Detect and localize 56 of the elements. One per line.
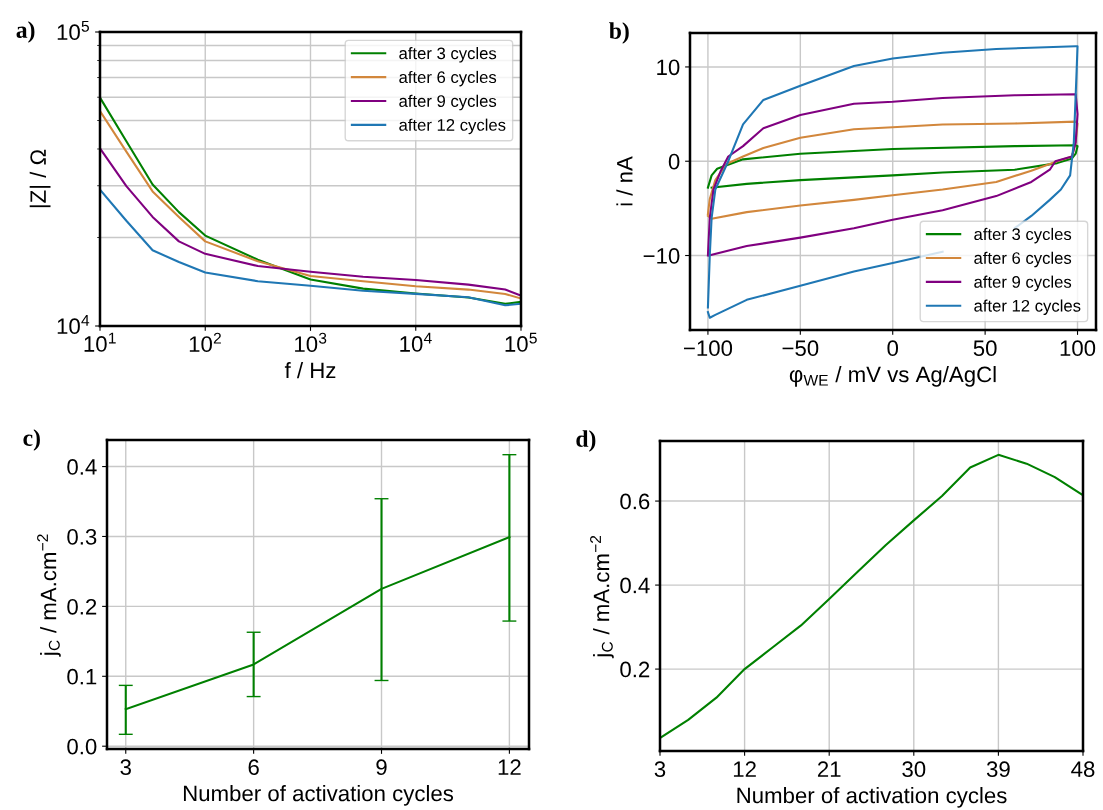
legend-label: after 3 cycles [974, 227, 1072, 244]
legend-label: after 6 cycles [399, 70, 497, 87]
x-axis-title: f / Hz [284, 361, 336, 379]
y-tick-label: 0.1 [67, 668, 97, 685]
line-series [660, 453, 1083, 740]
y-axis-title: i / nA [616, 156, 633, 206]
x-tick-label: 10$^{3}$ [295, 332, 327, 353]
x-axis-title: Number of activation cycles [737, 786, 1007, 808]
y-axis-title: |Z| / Ω [29, 149, 51, 208]
x-tick-label: 0 [887, 340, 899, 357]
x-axis-title: Number of activation cycles [183, 784, 454, 806]
y-tick-label: 10 [657, 59, 680, 76]
y-tick-label: 10$^{5}$ [57, 20, 89, 41]
y-tick-label: 0.2 [67, 598, 97, 615]
x-tick-label: −100 [684, 340, 733, 357]
x-tick-label: 39 [986, 761, 1010, 778]
x-tick-label: 50 [973, 340, 997, 357]
y-tick-label: 10$^{4}$ [57, 314, 90, 335]
x-tick-label: 10$^{2}$ [189, 332, 221, 353]
x-tick-label: 100 [1060, 340, 1096, 357]
y-axis-title: j$_{C}$ / mA.cm$^{−2}$ [37, 534, 61, 657]
legend-label: after 9 cycles [974, 275, 1072, 292]
y-tick-label: 0.4 [67, 459, 97, 475]
x-axis-title: φ$_{WE}$ / mV vs Ag/AgCl [789, 365, 996, 387]
chart-title: b) [609, 22, 629, 44]
y-tick-label: 0.0 [67, 738, 97, 755]
y-tick-label: 0.3 [67, 529, 97, 545]
chart-title: c) [23, 429, 40, 451]
chart-title: d) [576, 430, 596, 452]
line-series [706, 144, 1079, 189]
y-tick-label: 0.2 [620, 661, 650, 678]
legend-label: after 12 cycles [974, 299, 1081, 315]
x-tick-label: 9 [376, 759, 387, 776]
y-tick-label: −10 [643, 248, 680, 264]
x-tick-label: 48 [1071, 761, 1095, 778]
y-tick-label: 0.6 [620, 493, 650, 510]
y-axis-title: j$_{C}$ / mA.cm$^{−2}$ [590, 535, 614, 659]
x-tick-label: 3 [654, 761, 666, 778]
y-tick-label: 0.4 [620, 577, 650, 594]
x-tick-label: 10$^{1}$ [84, 332, 116, 352]
legend-label: after 12 cycles [399, 118, 506, 135]
x-tick-label: 6 [248, 759, 259, 776]
x-tick-label: 3 [120, 759, 131, 776]
x-tick-label: 21 [817, 761, 841, 777]
x-tick-label: 12 [733, 761, 756, 777]
line-series [706, 120, 1079, 220]
legend-label: after 6 cycles [974, 251, 1072, 268]
legend-label: after 3 cycles [399, 47, 497, 63]
legend-label: after 9 cycles [399, 94, 497, 111]
y-tick-label: 0 [668, 153, 680, 170]
x-tick-label: 10$^{4}$ [400, 332, 432, 352]
x-tick-label: 30 [902, 761, 926, 778]
chart-title: a) [16, 21, 35, 43]
x-tick-label: 12 [498, 759, 521, 775]
x-tick-label: 10$^{5}$ [505, 332, 537, 352]
x-tick-label: −50 [782, 340, 819, 357]
